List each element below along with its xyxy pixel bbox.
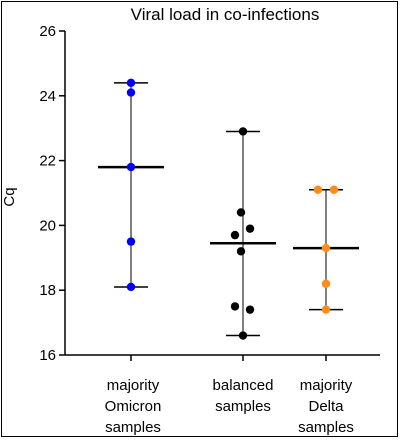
x-tick-label: Omicron [105, 398, 162, 415]
data-point [126, 88, 136, 97]
data-point [238, 331, 248, 340]
y-tick-label: 20 [39, 217, 56, 234]
x-tick-label: samples [105, 419, 161, 436]
data-point [321, 243, 331, 253]
x-tick-label: samples [215, 398, 271, 415]
data-point [126, 78, 136, 88]
data-point [329, 185, 339, 194]
data-point [126, 237, 136, 246]
data-point [126, 162, 136, 172]
y-ticks: 16 18 20 22 24 26 [39, 23, 65, 364]
data-marks [98, 78, 359, 361]
x-tick-label: samples [298, 419, 354, 436]
y-tick-label: 22 [39, 153, 56, 170]
x-tick-labels: majority Omicron samples balanced samples maj… [105, 377, 354, 436]
data-point [245, 224, 255, 233]
x-tick-label: Delta [308, 398, 344, 415]
y-tick-label: 16 [39, 347, 56, 364]
y-tick-label: 24 [39, 88, 56, 105]
x-tick-label: balanced [213, 377, 274, 394]
data-point [238, 127, 248, 136]
data-point [236, 247, 246, 256]
data-point [230, 302, 240, 311]
y-tick-label: 26 [39, 23, 56, 40]
data-point [245, 305, 255, 314]
data-point [313, 185, 323, 194]
axes [64, 31, 380, 356]
chart-title: Viral load in co-infections [131, 5, 320, 24]
y-tick-label: 18 [39, 282, 56, 299]
data-point [321, 305, 331, 314]
data-point [230, 230, 240, 240]
x-tick-label: majority [107, 377, 160, 394]
data-point [321, 279, 331, 288]
data-point [236, 208, 246, 217]
y-axis-label: Cq [1, 187, 18, 206]
x-tick-label: majority [300, 377, 353, 394]
data-point [126, 282, 136, 292]
